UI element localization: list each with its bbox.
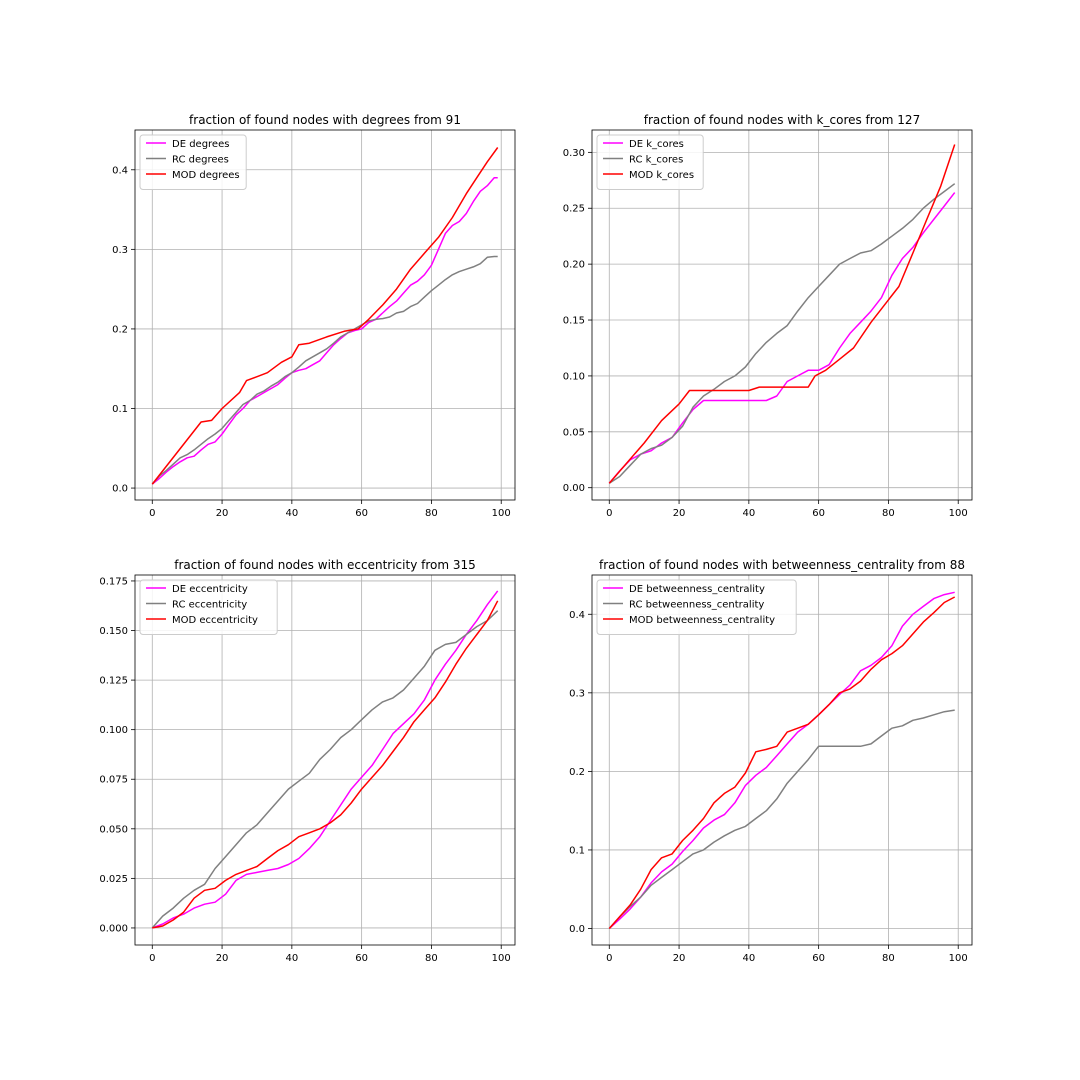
y-tick-label: 0.4: [569, 610, 585, 621]
y-tick-label: 0.4: [112, 165, 128, 176]
x-tick-label: 80: [425, 508, 438, 519]
y-tick-label: 0.100: [99, 725, 128, 736]
y-tick-label: 0.10: [563, 371, 585, 382]
x-tick-label: 20: [216, 508, 229, 519]
x-tick-label: 20: [673, 508, 686, 519]
legend-label: DE k_cores: [629, 139, 684, 150]
axes-frame: [591, 574, 973, 946]
x-tick-label: 60: [812, 953, 825, 964]
series-line-de-k-cores: [608, 192, 956, 484]
y-tick-label: 0.0: [569, 924, 585, 935]
legend-label: MOD degrees: [172, 170, 240, 181]
legend-box: [596, 579, 797, 635]
y-tick-label: 0.1: [112, 404, 128, 415]
x-tick-label: 80: [882, 953, 895, 964]
y-tick-label: 0.25: [563, 204, 585, 215]
y-tick-label: 0.20: [563, 260, 585, 271]
series-line-de-eccentricity: [152, 590, 499, 929]
x-tick-label: 80: [882, 508, 895, 519]
x-tick-label: 100: [492, 508, 511, 519]
subplot-4: 0 20 40 60 80 100 0.0 0.1 0.2 0.3 0.4 fraction of f…: [569, 558, 973, 964]
legend-label: RC k_cores: [629, 155, 683, 166]
legend: DE betweenness_centrality RC betweenness_…: [596, 579, 797, 635]
series-line-mod-betweenness-centrality: [608, 596, 956, 929]
legend-label: RC degrees: [172, 155, 229, 166]
axes-frame: [134, 574, 516, 946]
x-tick-label: 100: [949, 508, 968, 519]
y-tick-label: 0.3: [569, 688, 585, 699]
x-tick-label: 40: [285, 953, 298, 964]
series-line-rc-eccentricity: [151, 610, 499, 929]
x-tick-label: 60: [812, 508, 825, 519]
y-tick-label: 0.30: [563, 148, 585, 159]
y-tick-label: 0.150: [99, 626, 128, 637]
chart-title: fraction of found nodes with k_cores fro…: [644, 113, 920, 127]
y-tick-label: 0.3: [112, 245, 128, 256]
x-tick-label: 100: [949, 953, 968, 964]
chart-title: fraction of found nodes with betweenness…: [599, 558, 965, 572]
x-tick-label: 40: [285, 508, 298, 519]
series-line-mod-k-cores: [608, 144, 956, 484]
subplot-3: 0 20 40 60 80 100 0.000 0.025 0.050 0.075 0.100 0.1…: [99, 558, 516, 964]
legend-label: DE eccentricity: [172, 584, 248, 595]
series-line-mod-eccentricity: [152, 600, 499, 929]
y-tick-label: 0.2: [569, 767, 585, 778]
legend-label: MOD k_cores: [629, 170, 694, 181]
x-tick-label: 0: [149, 953, 155, 964]
x-tick-label: 80: [425, 953, 438, 964]
subplot-1: 0 20 40 60 80 100 0.0 0.1 0.2 0.3 0.4 fraction of f…: [112, 113, 516, 519]
y-tick-label: 0.05: [563, 427, 585, 438]
legend-label: RC eccentricity: [172, 600, 247, 611]
y-tick-label: 0.1: [569, 845, 585, 856]
legend-box: [596, 134, 704, 190]
axes-frame: [591, 129, 973, 501]
series-line-mod-degrees: [151, 147, 499, 485]
y-tick-label: 0.025: [99, 874, 128, 885]
legend-box: [139, 134, 247, 190]
subplot-grid: 0 20 40 60 80 100 0.0 0.1 0.2 0.3 0.4 fraction of f…: [99, 113, 973, 964]
x-tick-label: 0: [149, 508, 155, 519]
y-tick-label: 0.175: [99, 576, 128, 587]
legend-box: [139, 579, 278, 635]
x-tick-label: 40: [742, 953, 755, 964]
x-tick-label: 0: [606, 953, 612, 964]
axes-frame: [134, 129, 516, 501]
legend-label: MOD betweenness_centrality: [629, 615, 775, 626]
x-tick-label: 20: [673, 953, 686, 964]
y-tick-label: 0.050: [99, 824, 128, 835]
legend-label: DE degrees: [172, 139, 229, 150]
y-tick-label: 0.00: [563, 483, 585, 494]
y-tick-label: 0.125: [99, 676, 128, 687]
legend: DE degrees RC degrees MOD degrees: [139, 134, 247, 190]
subplot-2: 0 20 40 60 80 100 0.00 0.05 0.10 0.15 0.20 0.25 0.30…: [563, 113, 973, 519]
legend-label: DE betweenness_centrality: [629, 584, 765, 595]
series-line-rc-degrees: [151, 255, 498, 485]
x-tick-label: 40: [742, 508, 755, 519]
chart-title: fraction of found nodes with degrees fro…: [189, 113, 461, 127]
x-tick-label: 0: [606, 508, 612, 519]
series-line-rc-betweenness-centrality: [608, 709, 955, 929]
chart-title: fraction of found nodes with eccentricit…: [174, 558, 476, 572]
legend: DE eccentricity RC eccentricity MOD eccent…: [139, 579, 278, 635]
legend-label: MOD eccentricity: [172, 615, 258, 626]
x-tick-label: 20: [216, 953, 229, 964]
y-tick-label: 0.15: [563, 316, 585, 327]
series-line-de-degrees: [151, 176, 498, 485]
series-line-rc-k-cores: [608, 183, 956, 484]
legend: DE k_cores RC k_cores MOD k_cores: [596, 134, 704, 190]
legend-label: RC betweenness_centrality: [629, 600, 764, 611]
y-tick-label: 0.0: [112, 484, 128, 495]
x-tick-label: 60: [355, 508, 368, 519]
x-tick-label: 100: [492, 953, 511, 964]
series-line-de-betweenness-centrality: [608, 591, 955, 930]
x-tick-label: 60: [355, 953, 368, 964]
y-tick-label: 0.075: [99, 775, 128, 786]
y-tick-label: 0.000: [99, 923, 128, 934]
y-tick-label: 0.2: [112, 324, 128, 335]
